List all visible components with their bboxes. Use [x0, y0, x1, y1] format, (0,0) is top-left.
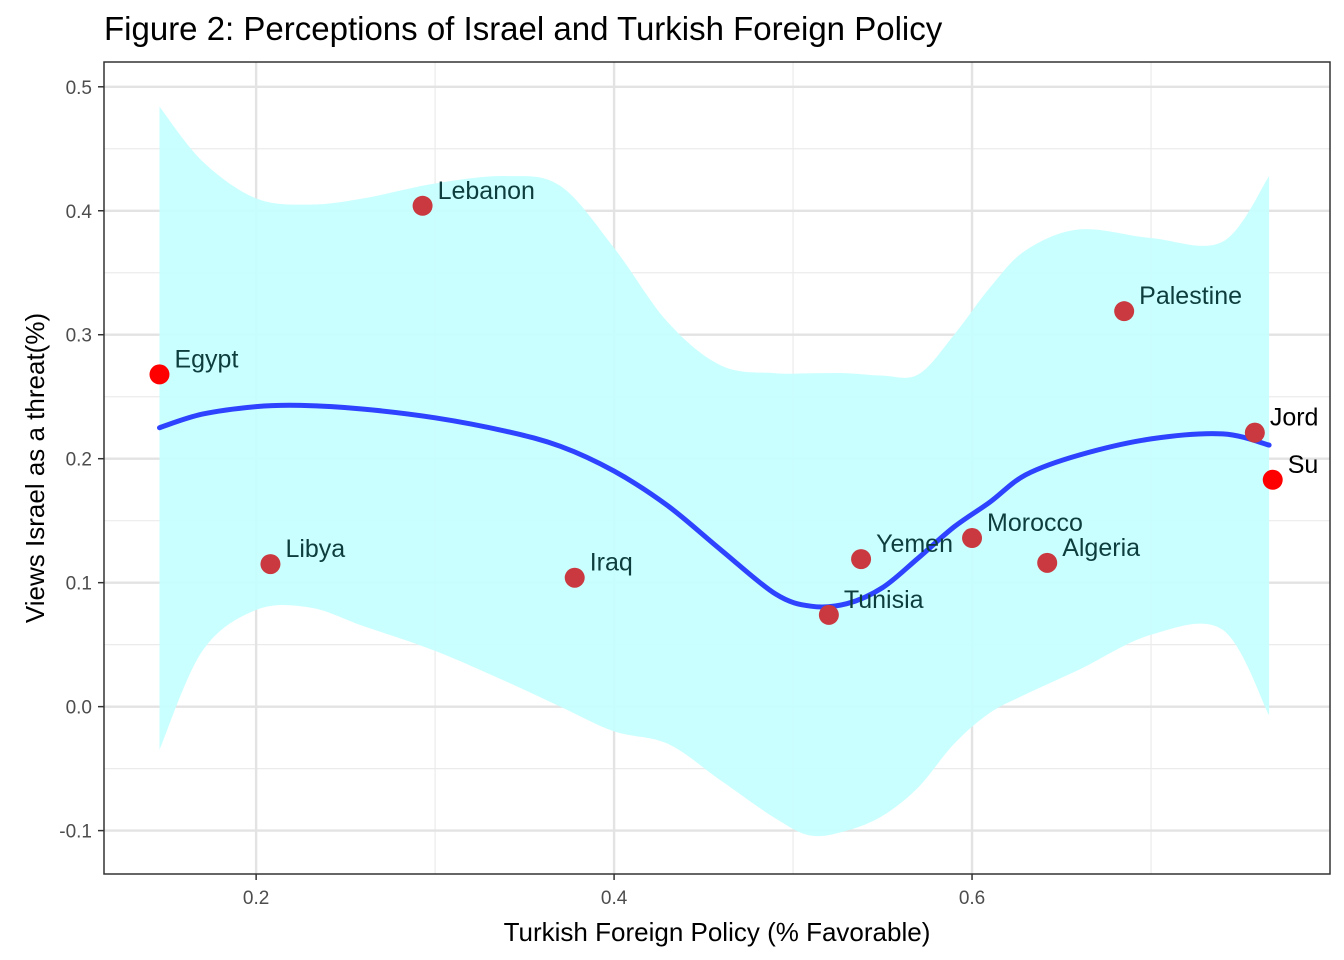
x-tick-label: 0.4 — [601, 888, 628, 909]
point-palestine — [1114, 301, 1135, 322]
label-libya: Libya — [285, 535, 345, 563]
y-tick-label: 0.4 — [66, 202, 93, 223]
point-morocco — [962, 528, 983, 549]
point-iraq — [564, 567, 585, 588]
point-lebanon — [412, 195, 433, 216]
label-lebanon: Lebanon — [438, 177, 535, 205]
y-tick-label: 0.1 — [66, 574, 92, 595]
point-su — [1262, 469, 1283, 490]
point-tunisia — [818, 604, 839, 625]
point-labels: Egypt Libya Lebanon Iraq Tunisia Yemen Morocco… — [174, 177, 1318, 614]
point-algeria — [1037, 552, 1058, 573]
y-axis-title: Views Israel as a threat(%) — [20, 313, 50, 623]
label-iraq: Iraq — [590, 549, 633, 577]
x-tick-label: 0.6 — [959, 888, 985, 909]
point-egypt — [149, 364, 170, 385]
point-libya — [260, 554, 281, 575]
y-tick-label: 0.5 — [66, 78, 92, 99]
smooth-curve — [157, 402, 1272, 610]
y-tick-label: 0.0 — [66, 698, 92, 719]
label-jord: Jord — [1270, 404, 1319, 432]
y-axis: -0.1 0.0 0.1 0.2 0.3 0.4 0.5 — [59, 78, 104, 843]
label-morocco: Morocco — [987, 509, 1083, 537]
y-tick-label: 0.3 — [66, 326, 92, 347]
y-tick-label: 0.2 — [66, 450, 92, 471]
plot-border — [103, 61, 1331, 875]
label-yemen: Yemen — [876, 530, 953, 558]
label-egypt: Egypt — [174, 345, 238, 373]
x-axis-title: Turkish Foreign Policy (% Favorable) — [504, 917, 931, 947]
point-yemen — [851, 549, 872, 570]
data-points — [149, 195, 1283, 625]
label-algeria: Algeria — [1062, 534, 1140, 562]
x-tick-label: 0.2 — [243, 888, 269, 909]
chart-title: Figure 2: Perceptions of Israel and Turk… — [104, 10, 943, 47]
label-tunisia: Tunisia — [844, 586, 924, 614]
y-tick-label: -0.1 — [59, 822, 92, 843]
point-jord — [1244, 422, 1265, 443]
x-axis: 0.2 0.4 0.6 — [243, 874, 985, 909]
label-su: Su — [1288, 451, 1319, 479]
confidence-band — [159, 106, 1270, 837]
label-palestine: Palestine — [1139, 282, 1242, 310]
